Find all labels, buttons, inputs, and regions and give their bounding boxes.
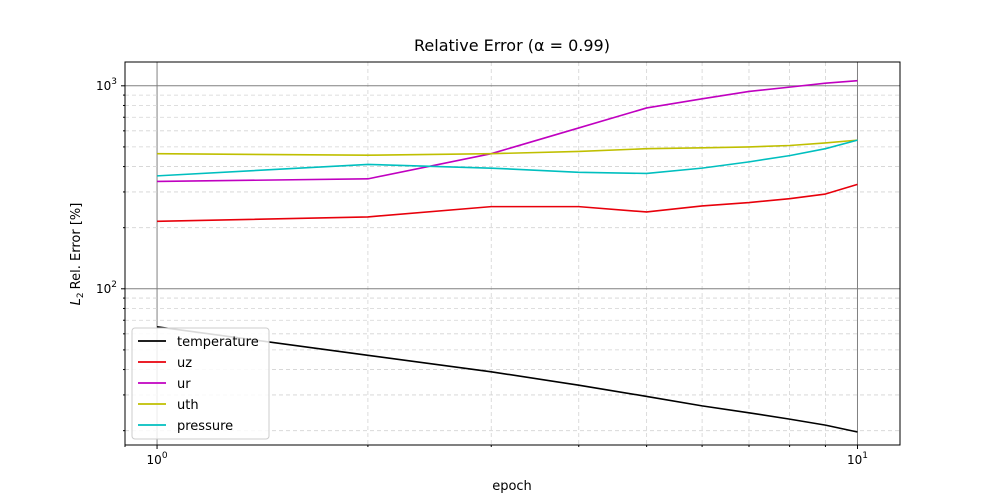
plot-frame <box>124 61 901 446</box>
x-tick-label: 100 <box>147 451 168 467</box>
x-axis-label: epoch <box>492 479 532 494</box>
x-tick-label-exponent: 1 <box>862 451 868 461</box>
y-axis-label-text: Rel. Error [%] <box>69 203 84 290</box>
y-axis-label: L2 Rel. Error [%] <box>69 203 86 306</box>
x-tick-label-base: 10 <box>147 453 162 467</box>
legend: temperature uz ur uth pressure <box>131 327 270 440</box>
y-tick-label: 102 <box>96 280 117 296</box>
y-tick-label: 103 <box>96 77 117 93</box>
y-tick-label-exponent: 3 <box>111 77 117 87</box>
series-line-uth <box>157 139 858 157</box>
x-tick-label-exponent: 0 <box>162 451 168 461</box>
legend-label-ur: ur <box>177 377 191 392</box>
series-line-temperature <box>156 325 858 433</box>
y-tick-label-exponent: 2 <box>111 280 117 290</box>
series-lines <box>156 79 858 433</box>
series-line-uz <box>157 183 858 223</box>
legend-box <box>131 327 270 440</box>
legend-label-uth: uth <box>177 398 199 413</box>
y-tick-label-base: 10 <box>96 282 111 296</box>
chart-title: Relative Error (α = 0.99) <box>414 36 610 55</box>
legend-label-uz: uz <box>177 356 192 371</box>
y-axis-label-subscript: 2 <box>76 292 86 298</box>
x-tick-label: 101 <box>847 451 868 467</box>
legend-label-pressure: pressure <box>177 419 233 434</box>
y-axis-label-prefix: L <box>69 298 84 305</box>
x-tick-label-base: 10 <box>847 453 862 467</box>
y-tick-label-base: 10 <box>96 79 111 93</box>
series-line-pressure <box>157 139 858 177</box>
legend-label-temperature: temperature <box>177 335 259 350</box>
